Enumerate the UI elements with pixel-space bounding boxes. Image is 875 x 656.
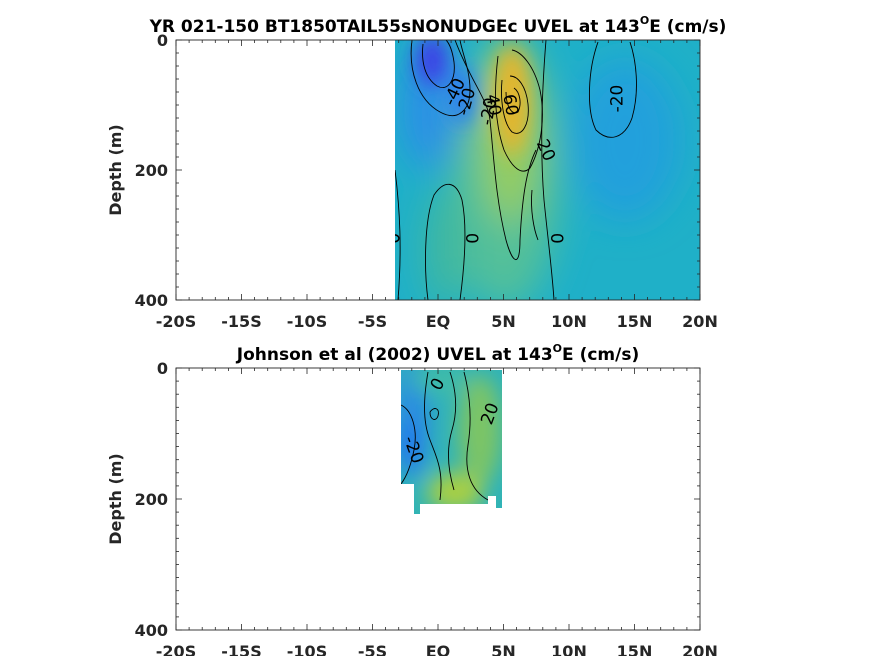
contour-label-model: 40 [481, 93, 504, 118]
field-east-blue [570, 60, 680, 220]
xtick-label-model: EQ [426, 312, 451, 331]
contour-label-model: 0 [382, 233, 402, 244]
xtick-label-model: 5N [491, 312, 516, 331]
field-lower-green [423, 190, 467, 300]
contour-model-pos20 [495, 49, 543, 172]
panel-observations: Johnson et al (2002) UVEL at 143OE (cm/s… [106, 342, 718, 656]
xtick-labels-model: -20S -15S -10S -5S EQ 5N 10N 15N 20N [156, 312, 718, 331]
xtick-label-obs: -15S [221, 642, 261, 656]
xtick-label-model: -10S [287, 312, 327, 331]
contour-model-0b [541, 40, 555, 300]
xtick-label-obs: -20S [156, 642, 196, 656]
contour-model-pos60 [505, 87, 521, 114]
contour-model-0e [531, 189, 539, 241]
contour-label-model: 60 [498, 93, 521, 118]
heatmap-obs: 020-20 [401, 370, 502, 514]
contour-model-0d [395, 169, 401, 300]
xtick-label-obs: 10N [551, 642, 587, 656]
xtick-label-model: 15N [617, 312, 653, 331]
contour-obs-inner [447, 371, 457, 491]
title-model: YR 021-150 BT1850TAIL55sNONUDGEc UVEL at… [149, 14, 727, 37]
xtick-label-model: -15S [221, 312, 261, 331]
contour-obs-20 [463, 371, 489, 501]
ticks-model [175, 39, 701, 301]
title-obs: Johnson et al (2002) UVEL at 143OE (cm/s… [236, 342, 639, 365]
contour-obs-neg20 [401, 404, 416, 485]
xtick-label-model: -5S [358, 312, 387, 331]
xtick-label-obs: -5S [358, 642, 387, 656]
xtick-label-obs: 15N [617, 642, 653, 656]
contour-model-neg20 [410, 40, 471, 117]
panel-model: YR 021-150 BT1850TAIL55sNONUDGEc UVEL at… [106, 14, 726, 331]
contour-label-model: 0 [461, 233, 481, 244]
obs-neg-core [401, 420, 418, 470]
ytick-label-model: 0 [157, 31, 168, 50]
ytick-label-obs: 200 [135, 490, 168, 509]
contour-label-model: -20 [607, 85, 627, 113]
ytick-labels-obs: 0 200 400 [135, 359, 168, 640]
ytick-label-obs: 0 [157, 359, 168, 378]
title-model-sup: O [640, 14, 649, 27]
axes-obs: -20S -15S -10S -5S EQ 5N 10N 15N 20N 0 200 400 Dep… [106, 359, 718, 656]
ytick-label-model: 400 [135, 291, 168, 310]
contour-model-neg40 [422, 40, 455, 88]
contour-model-0c [425, 183, 466, 300]
title-obs-main: Johnson et al (2002) UVEL at 143 [236, 345, 553, 365]
contour-model-neg20-east [589, 41, 637, 138]
xtick-label-obs: 5N [491, 642, 516, 656]
xtick-label-model: 20N [682, 312, 718, 331]
field-core-min [416, 40, 448, 86]
xtick-label-obs: EQ [426, 642, 451, 656]
contour-model-pos40 [501, 75, 529, 134]
contour-obs-small [429, 408, 439, 420]
contours-obs [401, 371, 489, 501]
field-core-max [494, 45, 530, 155]
xtick-label-obs: -10S [287, 642, 327, 656]
xtick-labels-obs: -20S -15S -10S -5S EQ 5N 10N 15N 20N [156, 642, 718, 656]
xtick-label-model: 10N [551, 312, 587, 331]
title-model-end: E (cm/s) [649, 17, 726, 37]
title-model-main: YR 021-150 BT1850TAIL55sNONUDGEc UVEL at… [149, 17, 640, 37]
contour-label-model: -20 [477, 96, 502, 127]
ytick-label-obs: 400 [135, 621, 168, 640]
obs-bottom-green [427, 472, 483, 512]
xtick-label-model: -20S [156, 312, 196, 331]
ytick-label-model: 200 [135, 161, 168, 180]
ticks-obs [175, 367, 701, 631]
ylabel-obs: Depth (m) [106, 453, 125, 545]
obs-east-green [458, 375, 502, 485]
contour-model-0a [454, 40, 537, 261]
contour-obs-0 [424, 371, 442, 501]
title-obs-end: E (cm/s) [562, 345, 639, 365]
xtick-label-obs: 20N [682, 642, 718, 656]
ylabel-model: Depth (m) [106, 124, 125, 216]
ytick-labels-model: 0 200 400 [135, 31, 168, 310]
contour-label-model: 0 [546, 233, 566, 244]
title-obs-sup: O [553, 342, 562, 355]
contours-model [395, 40, 637, 300]
obs-top-teal [410, 370, 470, 394]
